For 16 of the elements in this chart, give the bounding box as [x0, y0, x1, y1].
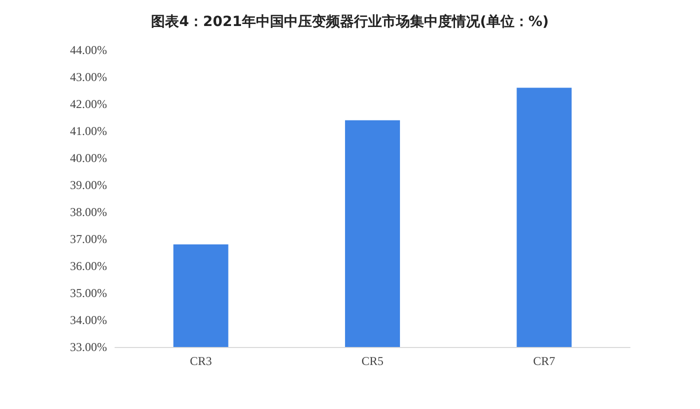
- x-tick-label: CR3: [190, 354, 212, 368]
- y-tick-label: 36.00%: [70, 259, 107, 273]
- y-tick-label: 41.00%: [70, 124, 107, 138]
- y-tick-label: 40.00%: [70, 151, 107, 165]
- y-tick-label: 42.00%: [70, 97, 107, 111]
- x-tick-label: CR5: [361, 354, 384, 368]
- y-tick-label: 34.00%: [70, 313, 107, 327]
- y-tick-label: 38.00%: [70, 205, 107, 219]
- y-tick-label: 39.00%: [70, 178, 107, 192]
- chart-title: 图表4：2021年中国中压变频器行业市场集中度情况(单位：%): [151, 13, 549, 30]
- y-tick-label: 35.00%: [70, 286, 107, 300]
- y-tick-label: 33.00%: [70, 340, 107, 354]
- x-tick-label: CR7: [533, 354, 556, 368]
- y-tick-label: 43.00%: [70, 70, 107, 84]
- y-tick-label: 37.00%: [70, 232, 107, 246]
- y-tick-label: 44.00%: [70, 43, 107, 57]
